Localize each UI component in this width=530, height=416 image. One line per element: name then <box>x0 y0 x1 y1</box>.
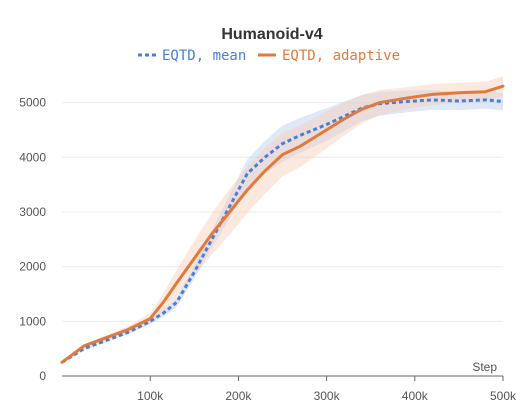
x-axis-label: Step <box>472 360 497 374</box>
data-point-eqtd-adaptive <box>343 118 345 120</box>
data-point-eqtd-adaptive <box>228 211 230 213</box>
x-tick-label: 300k <box>314 389 341 403</box>
data-point-eqtd-mean <box>458 100 460 102</box>
data-point-eqtd-adaptive <box>405 97 407 99</box>
axes: 0 1000 2000 3000 4000 5000 100k 200k 300k 400k 500… <box>19 96 517 403</box>
x-tick-label: 100k <box>137 389 164 403</box>
data-point-eqtd-adaptive <box>299 145 301 147</box>
data-point-eqtd-mean <box>405 100 407 102</box>
confidence-band-eqtd-adaptive <box>62 76 503 363</box>
data-point-eqtd-mean <box>127 331 129 333</box>
y-tick-label: 3000 <box>19 205 46 219</box>
data-point-eqtd-adaptive <box>458 92 460 94</box>
data-point-eqtd-adaptive <box>193 257 195 259</box>
data-point-eqtd-mean <box>299 134 301 136</box>
series-line-eqtd-mean <box>61 98 504 364</box>
legend-label-eqtd-adaptive: EQTD, adaptive <box>282 48 400 64</box>
confidence-bands <box>62 76 503 363</box>
data-point-eqtd-adaptive <box>264 170 266 172</box>
data-point-eqtd-adaptive <box>502 85 504 87</box>
y-tick-label: 0 <box>39 369 46 383</box>
x-tick-label: 400k <box>402 389 429 403</box>
data-point-eqtd-mean <box>211 238 213 240</box>
y-tick-label: 4000 <box>19 150 46 164</box>
y-tick-label: 2000 <box>19 260 46 274</box>
data-point-eqtd-mean <box>162 312 164 314</box>
data-point-eqtd-mean <box>502 100 504 102</box>
data-point-eqtd-adaptive <box>431 93 433 95</box>
data-point-eqtd-mean <box>325 123 327 125</box>
data-point-eqtd-adaptive <box>325 129 327 131</box>
x-tick-label: 500k <box>490 389 517 403</box>
data-point-eqtd-mean <box>281 142 283 144</box>
data-point-eqtd-mean <box>431 99 433 101</box>
data-point-eqtd-mean <box>484 99 486 101</box>
data-point-eqtd-mean <box>246 173 248 175</box>
x-tick-label: 200k <box>225 389 252 403</box>
data-point-eqtd-adaptive <box>211 233 213 235</box>
data-point-eqtd-adaptive <box>105 337 107 339</box>
data-point-eqtd-adaptive <box>378 101 380 103</box>
data-point-eqtd-adaptive <box>61 361 63 363</box>
data-point-eqtd-mean <box>264 156 266 158</box>
series-line-eqtd-adaptive <box>60 84 505 364</box>
data-point-eqtd-adaptive <box>127 328 129 330</box>
data-point-eqtd-mean <box>228 205 230 207</box>
data-point-eqtd-adaptive <box>83 345 85 347</box>
gridlines <box>62 102 503 322</box>
data-point-eqtd-adaptive <box>281 153 283 155</box>
chart-title: Humanoid-v4 <box>221 26 322 43</box>
data-point-eqtd-adaptive <box>149 317 151 319</box>
y-tick-label: 1000 <box>19 314 46 328</box>
y-tick-label: 5000 <box>19 96 46 110</box>
data-point-eqtd-adaptive <box>484 91 486 93</box>
legend: EQTD, mean EQTD, adaptive <box>138 48 400 64</box>
legend-label-eqtd-mean: EQTD, mean <box>162 48 246 64</box>
data-point-eqtd-adaptive <box>176 282 178 284</box>
data-point-eqtd-mean <box>105 339 107 341</box>
data-point-eqtd-mean <box>176 301 178 303</box>
data-point-eqtd-adaptive <box>246 189 248 191</box>
data-point-eqtd-mean <box>193 271 195 273</box>
data-point-eqtd-adaptive <box>162 301 164 303</box>
data-point-eqtd-adaptive <box>361 108 363 110</box>
series-lines <box>60 84 505 364</box>
